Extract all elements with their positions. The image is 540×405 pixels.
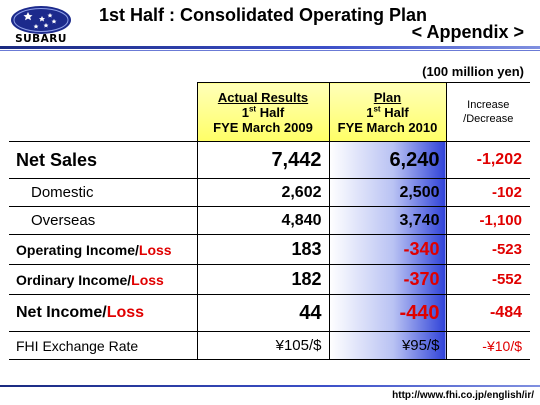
subaru-logo-icon: [11, 6, 71, 34]
table-row-net-income: Net Income/Loss 44 -440 -484: [9, 294, 530, 332]
header-actual-results: Actual Results 1st Half FYE March 2009: [196, 82, 330, 142]
header-actual-line2-sup: st: [248, 104, 257, 114]
header-actual-line2-rest: Half: [256, 104, 285, 120]
row-label-loss: Loss: [106, 304, 145, 321]
cell-diff: -¥10/$: [445, 331, 530, 360]
row-label-loss: Loss: [138, 241, 172, 258]
row-label: Operating Income/Loss: [9, 234, 198, 265]
cell-plan: 3,740: [328, 206, 447, 235]
cell-diff: -552: [445, 264, 530, 295]
header-plan-line2-num: 1: [366, 104, 374, 120]
row-label-main: Operating Income/: [16, 241, 139, 258]
cell-diff: -1,100: [445, 206, 530, 235]
cell-actual: ¥105/$: [196, 331, 330, 360]
table-header-row: Actual Results 1st Half FYE March 2009 P…: [9, 82, 530, 142]
cell-plan: -370: [328, 264, 447, 295]
cell-actual: 4,840: [196, 206, 330, 235]
header-plan-line2-rest: Half: [380, 104, 409, 120]
cell-actual: 182: [196, 264, 330, 295]
header-increase-decrease: Increase /Decrease: [445, 82, 530, 142]
row-label: Domestic: [9, 178, 198, 207]
operating-plan-table: Actual Results 1st Half FYE March 2009 P…: [9, 82, 530, 360]
row-label: Net Income/Loss: [9, 294, 198, 332]
footer-divider: [0, 385, 540, 387]
table-row-operating-income: Operating Income/Loss 183 -340 -523: [9, 234, 530, 265]
row-label-loss: Loss: [131, 271, 164, 288]
cell-plan: -340: [328, 234, 447, 265]
table-row-net-sales: Net Sales 7,442 6,240 -1,202: [9, 141, 530, 179]
header-divider: [0, 46, 540, 49]
cell-actual: 7,442: [196, 141, 330, 179]
header-diff-line1: Increase: [467, 99, 510, 111]
row-label: FHI Exchange Rate: [9, 331, 198, 360]
header-plan-line2-sup: st: [373, 104, 381, 114]
header-actual-line1: Actual Results: [217, 89, 309, 105]
brand-name: SUBARU: [15, 33, 67, 45]
header-plan-line3: FYE March 2010: [337, 119, 438, 135]
cell-diff: -102: [445, 178, 530, 207]
header-plan: Plan 1st Half FYE March 2010: [328, 82, 447, 142]
header-plan-line1: Plan: [373, 89, 402, 105]
table-row-domestic: Domestic 2,602 2,500 -102: [9, 178, 530, 207]
table-row-overseas: Overseas 4,840 3,740 -1,100: [9, 206, 530, 235]
page-title: 1st Half : Consolidated Operating Plan: [99, 5, 428, 25]
table-row-ordinary-income: Ordinary Income/Loss 182 -370 -552: [9, 264, 530, 295]
footer-url-link[interactable]: http://www.fhi.co.jp/english/ir/: [392, 390, 534, 401]
cell-plan: -440: [328, 294, 447, 332]
row-label: Overseas: [9, 206, 198, 235]
header-blank-cell: [9, 82, 198, 142]
header-divider-thin: [0, 50, 540, 51]
row-label: Net Sales: [9, 141, 198, 179]
header-diff-line2: /Decrease: [463, 113, 514, 125]
row-label-main: Net Income/: [16, 304, 107, 321]
table-row-exchange-rate: FHI Exchange Rate ¥105/$ ¥95/$ -¥10/$: [9, 331, 530, 360]
cell-plan: ¥95/$: [328, 331, 447, 360]
cell-actual: 183: [196, 234, 330, 265]
row-label-main: Ordinary Income/: [16, 271, 132, 288]
row-label: Ordinary Income/Loss: [9, 264, 198, 295]
cell-plan: 6,240: [328, 141, 447, 179]
page-subtitle: < Appendix >: [411, 22, 524, 42]
cell-diff: -1,202: [445, 141, 530, 179]
cell-diff: -523: [445, 234, 530, 265]
header-actual-line3: FYE March 2009: [213, 119, 313, 135]
unit-label: (100 million yen): [422, 64, 524, 79]
header-actual-line2-num: 1: [241, 104, 249, 120]
cell-plan: 2,500: [328, 178, 447, 207]
cell-diff: -484: [445, 294, 530, 332]
cell-actual: 2,602: [196, 178, 330, 207]
cell-actual: 44: [196, 294, 330, 332]
